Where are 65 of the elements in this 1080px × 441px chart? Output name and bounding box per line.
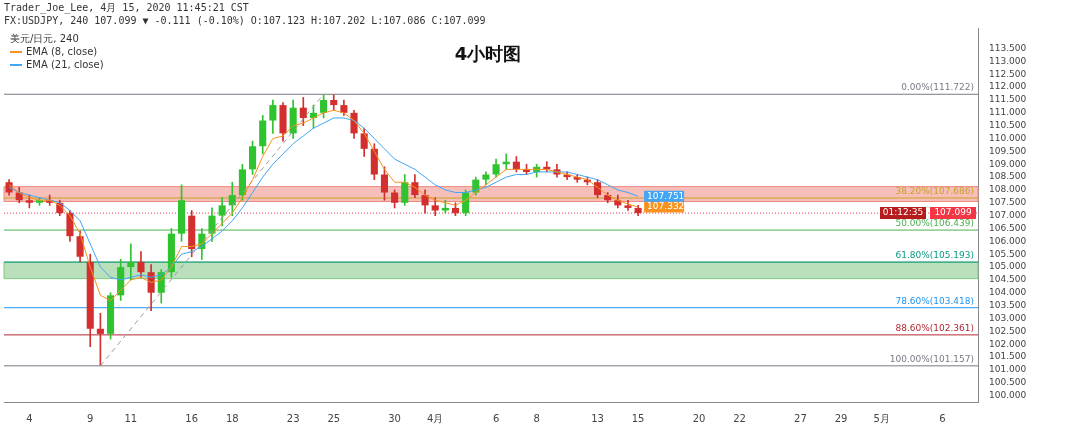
x-tick-label: 15 [631, 412, 645, 424]
ref-line-label: 88.60%(102.361) [895, 322, 974, 333]
x-tick-label: 22 [733, 412, 746, 424]
y-tick-label: 110.000 [989, 132, 1027, 143]
candlestick [127, 243, 135, 281]
data-label: 107.751 [647, 190, 685, 201]
y-tick-label: 109.500 [989, 145, 1027, 156]
y-tick-label: 111.500 [989, 94, 1027, 105]
y-tick-label: 108.500 [989, 171, 1027, 182]
y-tick-label: 101.500 [989, 351, 1027, 362]
y-tick-label: 104.500 [989, 274, 1027, 285]
ref-line-label: 78.60%(103.418) [895, 295, 974, 306]
x-tick-label: 4 [26, 412, 33, 424]
y-tick-label: 105.500 [989, 248, 1027, 259]
y-tick-label: 106.500 [989, 222, 1027, 233]
x-tick-label: 29 [834, 412, 848, 424]
ref-line-label: 100.00%(101.157) [889, 353, 974, 364]
x-tick-label: 20 [692, 412, 706, 424]
ref-line-label: 107.099 [934, 207, 972, 218]
y-tick-label: 101.000 [989, 364, 1027, 375]
y-tick-label: 112.500 [989, 68, 1027, 79]
y-tick-label: 103.000 [989, 312, 1027, 323]
ref-line-label: 61.80%(105.193) [895, 249, 974, 260]
data-label: 107.332 [647, 201, 685, 212]
text: 4小时图 [454, 43, 522, 64]
x-tick-label: 25 [327, 412, 341, 424]
text: FX:USDJPY, 240 107.099 ▼ -0.111 (-0.10%) O:107.123 H:107.202 L:107.086 C:107.099 [4, 14, 486, 27]
x-tick-label: 4月 [427, 412, 444, 424]
x-tick-label: 18 [225, 412, 239, 424]
annotation: 01:12:35 [882, 207, 924, 218]
y-tick-label: 103.500 [989, 299, 1027, 310]
ref-line-label: 50.00%(106.439) [895, 217, 974, 228]
ref-line-label: 38.20%(107.686) [895, 185, 974, 196]
x-tick-label: 16 [185, 412, 199, 424]
y-tick-label: 107.500 [989, 197, 1027, 208]
legend-title: 美元/日元, 240 [10, 32, 80, 45]
y-tick-label: 102.000 [989, 338, 1027, 349]
y-tick-label: 104.000 [989, 287, 1027, 298]
text: Trader_Joe_Lee, 4月 15, 2020 11:45:21 CST [4, 1, 250, 14]
x-tick-label: 27 [794, 412, 807, 424]
ref-line-label: 0.00%(111.722) [901, 82, 974, 93]
x-tick-label: 11 [124, 412, 138, 424]
x-tick-label: 6 [492, 412, 500, 424]
y-tick-label: 100.500 [989, 377, 1027, 388]
y-tick-label: 109.000 [989, 158, 1027, 169]
x-tick-label: 8 [533, 412, 540, 424]
x-tick-label: 5月 [873, 412, 890, 424]
x-tick-label: 9 [87, 412, 94, 424]
x-tick-label: 23 [286, 412, 300, 424]
y-tick-label: 111.000 [989, 107, 1027, 118]
y-tick-label: 113.000 [989, 55, 1027, 66]
y-tick-label: 105.000 [989, 261, 1027, 272]
legend-label: EMA (8, close) [26, 45, 98, 58]
y-tick-label: 102.500 [989, 325, 1027, 336]
y-tick-label: 108.000 [989, 184, 1027, 195]
y-tick-label: 107.000 [989, 209, 1027, 220]
x-tick-label: 6 [939, 412, 946, 424]
y-tick-label: 110.500 [989, 120, 1027, 131]
x-tick-label: 30 [388, 412, 401, 424]
legend-label: EMA (21, close) [26, 58, 104, 71]
y-tick-label: 106.000 [989, 235, 1027, 246]
x-tick-label: 13 [591, 412, 604, 424]
y-tick-label: 113.500 [989, 42, 1027, 53]
y-tick-label: 100.000 [989, 389, 1027, 400]
y-tick-label: 112.000 [989, 81, 1027, 92]
